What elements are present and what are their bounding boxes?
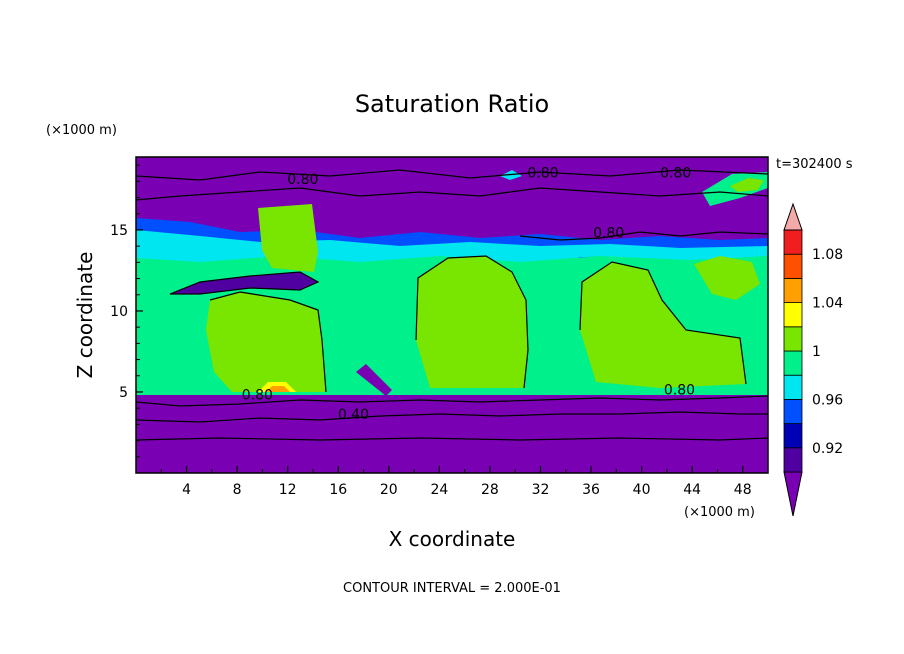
contour-label: 0.80 <box>664 383 695 399</box>
colorbar-bin <box>783 277 803 303</box>
contour-lines <box>135 169 769 441</box>
colorbar-bin <box>783 350 803 376</box>
field-cloud-patch-inner <box>730 178 764 192</box>
y-unit-label: (×1000 m) <box>46 123 117 138</box>
contour-line-lowest <box>135 437 769 441</box>
contour-label: 0.80 <box>527 165 558 181</box>
colorbar-bin <box>783 229 803 255</box>
x-tick-label: 40 <box>633 482 651 498</box>
colorbar-bin <box>783 302 803 328</box>
x-tick-label: 44 <box>683 482 701 498</box>
colorbar-tick-label: 0.92 <box>812 441 843 457</box>
field-cell-center <box>416 256 528 388</box>
contour-label: 0.40 <box>338 407 369 423</box>
contour-label: 0.80 <box>242 387 273 403</box>
contour-line-dry-band <box>169 271 320 295</box>
y-axis: 5 10 15 <box>110 164 143 458</box>
x-tick-label: 24 <box>430 482 448 498</box>
field-upper-layer <box>136 157 768 240</box>
x-tick-label: 12 <box>279 482 297 498</box>
x-tick-label: 20 <box>380 482 398 498</box>
contour-label: 0.80 <box>287 172 318 188</box>
colorbar-bin <box>783 398 803 424</box>
y-tick-label: 15 <box>110 223 128 239</box>
field-dry-notch <box>356 364 392 396</box>
colorbar-tick-label: 1 <box>812 344 821 360</box>
x-tick-label: 28 <box>481 482 499 498</box>
colorbar-bin <box>783 253 803 279</box>
plot-area: 0.80 0.80 0.80 0.80 0.80 0.80 0.40 <box>135 156 769 474</box>
contour-line-080-lower <box>135 395 769 407</box>
plot-frame <box>135 156 769 474</box>
field-dry-band <box>170 272 318 294</box>
field-cell-right <box>580 262 746 388</box>
contour-line-upper-top <box>135 169 769 181</box>
time-label: t=302400 s <box>776 157 853 172</box>
field-cell-left <box>206 292 326 392</box>
colorbar-bin <box>783 423 803 449</box>
contour-line-080-mid <box>519 231 769 241</box>
colorbar: 0.92 0.96 1 1.04 1.08 <box>783 202 843 517</box>
colorbar-bin <box>783 447 803 473</box>
field-cell-tower <box>258 204 318 272</box>
colorbar-tick-label: 1.08 <box>812 247 843 263</box>
y-tick-label: 10 <box>110 304 128 320</box>
colorbar-tick-label: 1.04 <box>812 296 843 312</box>
y-tick-label: 5 <box>119 385 128 401</box>
x-tick-label: 32 <box>532 482 550 498</box>
x-axis: 4 8 12 16 20 24 28 32 36 40 44 48 <box>160 466 752 498</box>
x-tick-label: 48 <box>734 482 752 498</box>
chart-title: Saturation Ratio <box>355 90 549 118</box>
contour-label: 0.80 <box>593 225 624 241</box>
x-tick-label: 36 <box>582 482 600 498</box>
contour-line-cell-center <box>415 255 529 389</box>
colorbar-bin-overflow <box>783 202 803 231</box>
colorbar-bin <box>783 326 803 352</box>
contour-line-cell-right <box>579 261 747 385</box>
contour-line-080-upper <box>135 187 769 201</box>
contour-interval-footer: CONTOUR INTERVAL = 2.000E-01 <box>343 581 561 596</box>
field-lower-layer <box>136 395 768 473</box>
colorbar-tick-label: 0.96 <box>812 392 843 408</box>
contour-labels: 0.80 0.80 0.80 0.80 0.80 0.80 0.40 <box>242 165 695 423</box>
contour-line-040 <box>135 411 768 423</box>
x-tick-label: 16 <box>329 482 347 498</box>
x-axis-title: X coordinate <box>389 527 516 551</box>
field-cell-farright <box>694 256 760 300</box>
x-unit-label: (×1000 m) <box>684 505 755 520</box>
field-supersat-orange <box>266 386 290 392</box>
colorbar-bin <box>783 374 803 400</box>
contour-label: 0.80 <box>660 165 691 181</box>
contour-line-cell-left <box>209 291 327 393</box>
x-tick-label: 8 <box>233 482 242 498</box>
y-axis-title: Z coordinate <box>73 252 97 379</box>
colorbar-bin-underflow <box>783 471 803 517</box>
x-tick-label: 4 <box>182 482 191 498</box>
